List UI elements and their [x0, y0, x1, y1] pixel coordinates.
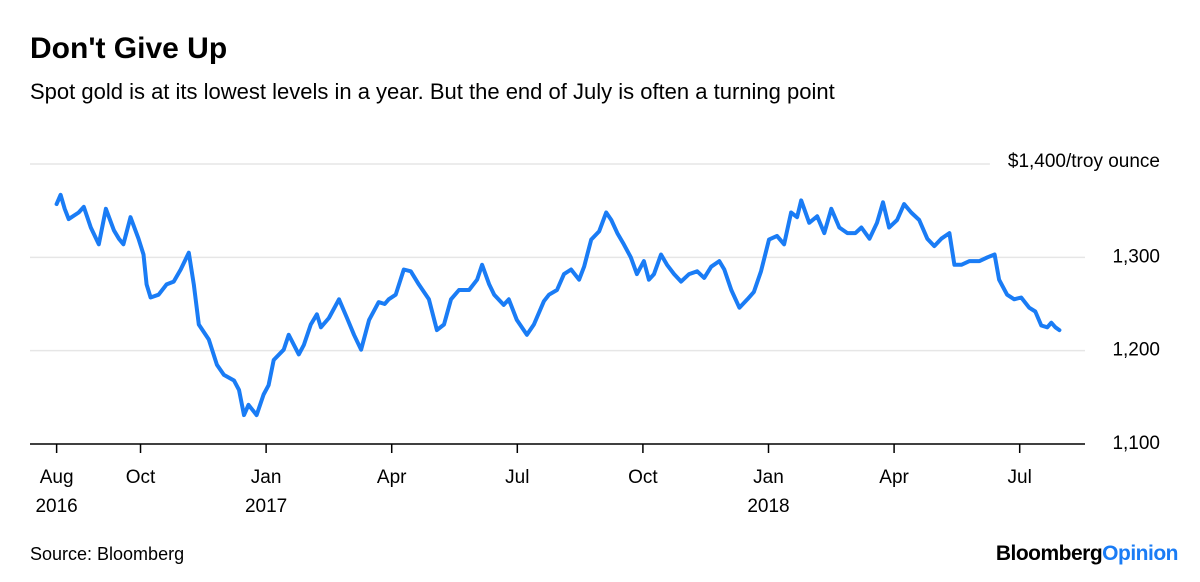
x-tick-year: 2018 [747, 496, 789, 517]
logo-bloomberg: Bloomberg [996, 542, 1102, 565]
x-tick-year: 2017 [245, 496, 287, 517]
chart-title: Don't Give Up [30, 32, 227, 65]
x-tick-label: Apr [879, 467, 909, 488]
x-tick-label: Aug [40, 467, 74, 488]
logo-opinion: Opinion [1102, 542, 1178, 565]
logo: BloombergOpinion [996, 542, 1178, 565]
y-tick-label: $1,400/troy ounce [1008, 151, 1160, 172]
x-tick-label: Jan [753, 467, 784, 488]
y-tick-label: 1,200 [1112, 340, 1160, 361]
chart-subtitle: Spot gold is at its lowest levels in a y… [30, 79, 835, 104]
y-tick-label: 1,100 [1112, 433, 1160, 454]
y-tick-label: 1,300 [1112, 246, 1160, 267]
x-tick-label: Apr [377, 467, 407, 488]
x-tick-label: Oct [126, 467, 156, 488]
x-tick-label: Oct [628, 467, 658, 488]
x-tick-label: Jul [505, 467, 529, 488]
x-tick-label: Jul [1008, 467, 1032, 488]
x-tick-label: Jan [251, 467, 282, 488]
source: Source: Bloomberg [30, 544, 184, 564]
line-series [54, 192, 1062, 418]
x-tick-year: 2016 [35, 496, 77, 517]
